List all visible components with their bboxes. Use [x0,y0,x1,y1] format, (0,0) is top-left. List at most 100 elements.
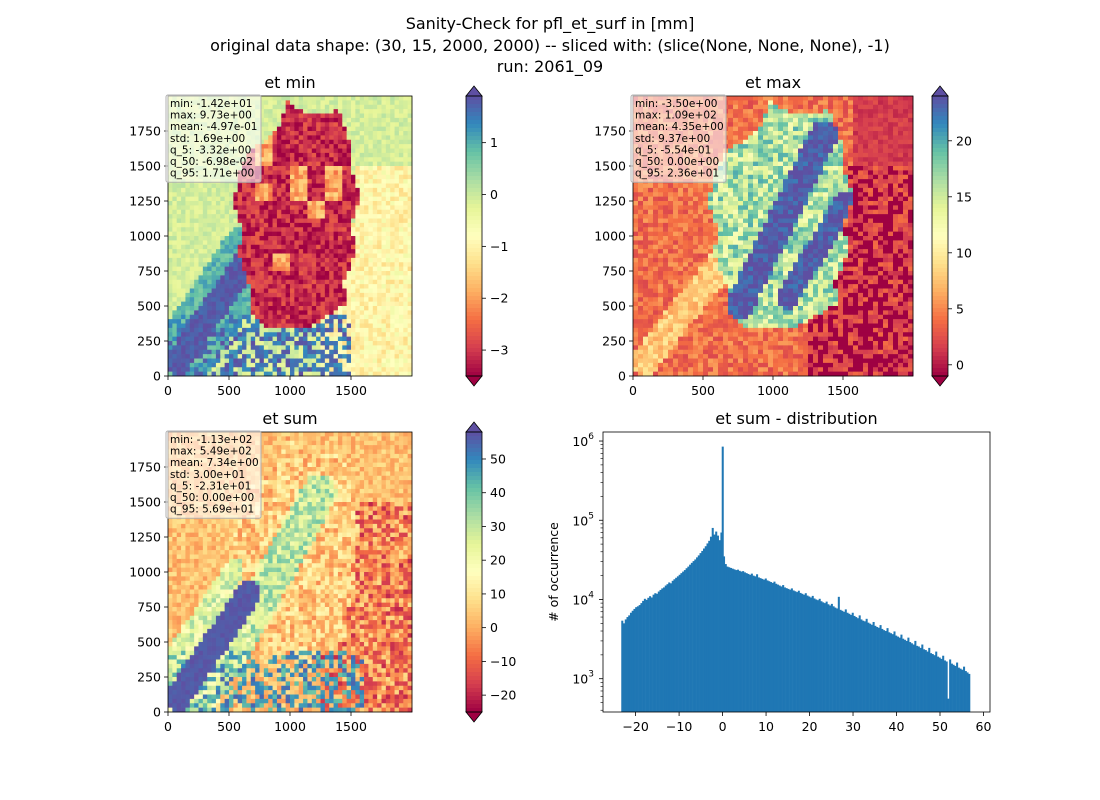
heatmap-raster [168,432,413,713]
histogram-bar [671,580,674,712]
histogram-bar [830,603,833,712]
colorbar-tick-label: 5 [956,301,964,316]
histogram-bar [794,591,797,712]
histogram-bar [708,540,711,712]
histogram-bar [867,622,870,712]
histogram-bar [947,698,950,712]
stats-box [630,94,727,183]
histogram-bar [669,583,672,712]
stats-line: q_50: -6.98e-02 [170,156,253,168]
histogram-bar [801,593,804,712]
histogram-bar [782,585,785,712]
histogram-bars [621,446,971,712]
histogram-bar [623,623,626,712]
histogram-bar [621,620,624,712]
histogram-bar [935,651,938,712]
histogram-bar [829,605,832,712]
histogram-bar [764,578,767,712]
histogram-bar [931,654,934,712]
y-tick-label: 106 [572,432,594,449]
y-tick-label: 500 [137,635,161,650]
y-tick-label: 1500 [129,495,161,510]
y-tick-label: 750 [137,600,161,615]
y-tick-label: 1000 [129,229,161,244]
histogram-bar [687,566,690,712]
x-tick-label: 1000 [757,383,789,398]
histogram-bar [750,573,753,712]
histogram-bar [910,643,913,712]
histogram-bar [626,617,629,712]
histogram-bar [888,632,891,712]
stats-line: mean: 7.34e+00 [170,457,259,469]
histogram-bar [938,657,941,712]
histogram-bar [869,623,872,712]
colorbar-tick-label: 15 [956,189,972,204]
histogram-bar [898,637,901,712]
histogram-bar [769,582,773,712]
colorbar [466,432,482,713]
histogram-bar [884,631,887,712]
histogram-bar [720,532,723,712]
histogram-bar [883,630,886,712]
histogram-bar [968,673,971,712]
histogram-bar [703,548,706,712]
histogram-bar [715,531,718,712]
histogram-bar [756,574,759,712]
histogram-bar [757,577,760,712]
histogram-bar [666,584,669,712]
stats-line: q_50: 0.00e+00 [635,156,719,168]
y-tick-label: 1500 [129,159,161,174]
histogram-bar [808,596,811,712]
colorbar-tick-label: 30 [490,519,506,534]
x-tick-label: 1500 [335,719,367,734]
histogram-bar [624,619,627,712]
x-tick-label: 50 [932,719,948,734]
histogram-bar [689,564,692,712]
histogram-bar [785,588,788,712]
histogram-bar [813,598,816,712]
histogram-bar [940,658,943,712]
histogram-bar [775,583,778,712]
histogram-bar [631,610,634,712]
stats-box [165,430,262,519]
stats-line: mean: -4.97e-01 [170,121,257,133]
histogram-bar [787,588,790,712]
histogram-bar [855,617,858,712]
histogram-bar [907,637,910,712]
histogram-bar [657,591,660,712]
histogram-bar [804,593,807,712]
histogram-bar [659,589,662,712]
stats-line: std: 9.37e+00 [635,133,710,145]
x-tick-label: 1000 [274,719,306,734]
axes-frame [602,431,991,713]
y-tick-label: 0 [153,369,161,384]
stats-line: max: 1.09e+02 [635,110,717,122]
histogram-bar [961,669,964,712]
stats-line: max: 9.73e+00 [170,110,252,122]
histogram-bar [735,570,738,712]
histogram-bar [723,556,726,712]
y-tick-label: 104 [572,590,594,607]
histogram-bar [783,587,786,712]
histogram-bar [860,619,863,712]
stats-line: min: -3.50e+00 [635,98,717,110]
histogram-bar [780,586,783,712]
x-tick-label: 500 [217,719,241,734]
y-tick-label: 1750 [129,124,161,139]
x-tick-label: 20 [802,719,818,734]
histogram-bar [642,600,645,712]
stats-line: min: -1.13e+02 [170,434,252,446]
histogram-bar [754,576,757,712]
histogram-bar [917,646,920,712]
y-tick-label: 250 [137,670,161,685]
colorbar-tick-label: 10 [490,586,506,601]
y-tick-label: 250 [602,334,626,349]
histogram-bar [635,607,638,712]
colorbar [466,96,482,377]
stats-line: q_95: 2.36e+01 [635,168,719,180]
y-tick-label: 105 [572,511,594,528]
histogram-bar [905,640,908,712]
histogram-bar [706,543,709,712]
colorbar-tick-label: 0 [490,187,498,202]
histogram-bar [809,597,813,712]
